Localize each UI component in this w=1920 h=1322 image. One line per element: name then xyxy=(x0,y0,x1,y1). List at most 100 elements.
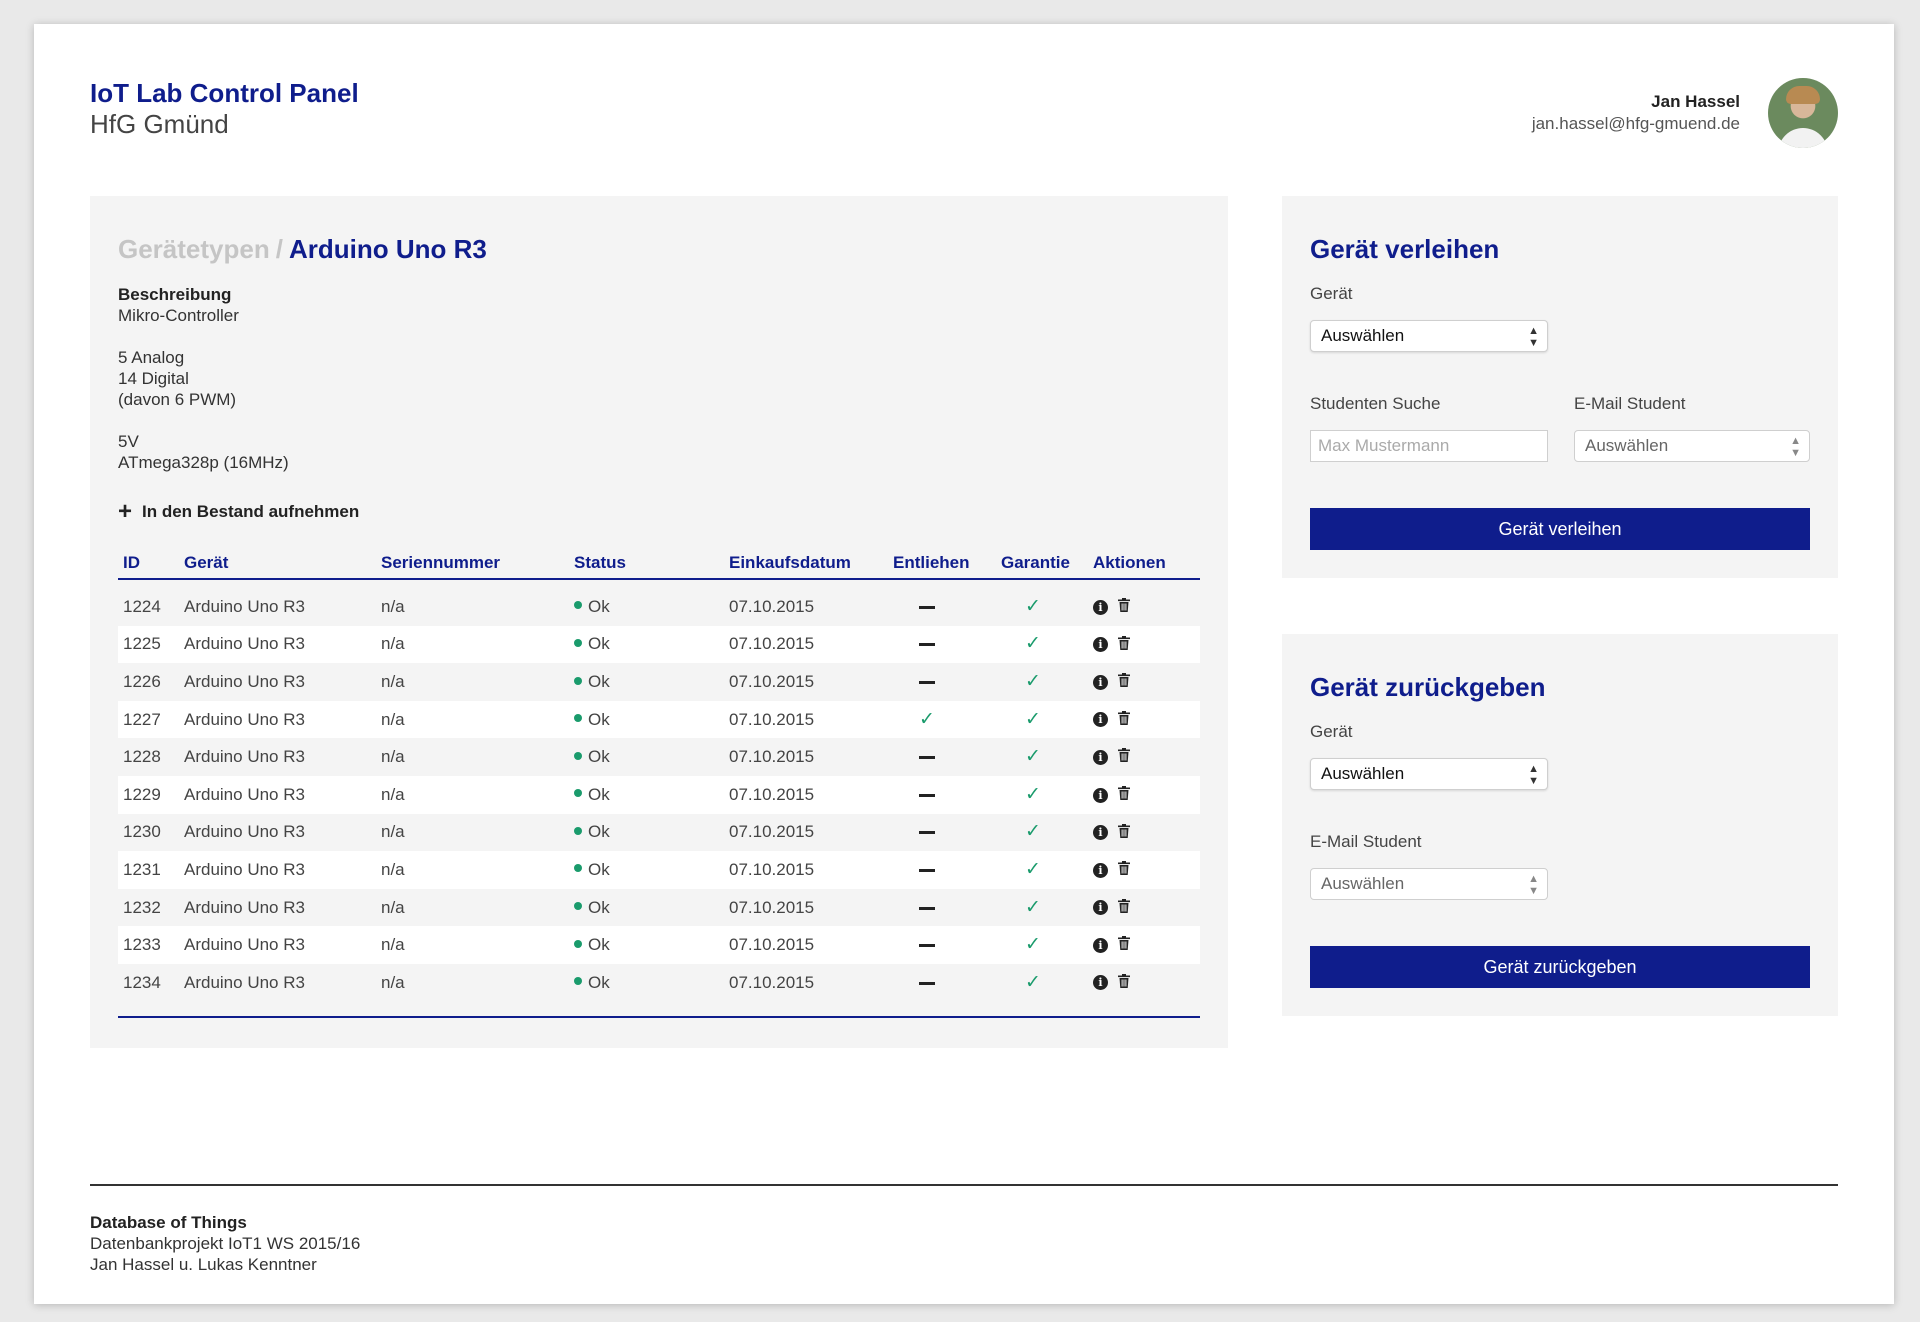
add-to-stock-button[interactable]: + In den Bestand aufnehmen xyxy=(118,500,359,524)
check-icon: ✓ xyxy=(1025,595,1041,617)
cell-serial: n/a xyxy=(381,634,405,654)
app-title[interactable]: IoT Lab Control Panel xyxy=(90,78,359,108)
trash-icon[interactable] xyxy=(1118,635,1130,655)
user-text: Jan Hassel jan.hassel@hfg-gmuend.de xyxy=(1532,91,1740,135)
column-header-device[interactable]: Gerät xyxy=(184,553,229,572)
status-label: Ok xyxy=(588,897,610,917)
return-device-button[interactable]: Gerät zurückgeben xyxy=(1310,946,1810,988)
dash-icon xyxy=(919,605,935,609)
lend-device-select[interactable]: Auswählen ▲ ▼ xyxy=(1310,320,1548,352)
info-icon[interactable]: i xyxy=(1093,712,1108,728)
info-icon[interactable]: i xyxy=(1093,937,1108,953)
column-header-warranty[interactable]: Garantie xyxy=(1001,553,1070,572)
info-icon[interactable]: i xyxy=(1093,825,1108,841)
cell-status: Ok xyxy=(574,822,729,842)
cell-lent xyxy=(893,935,1001,955)
info-icon[interactable]: i xyxy=(1093,749,1108,765)
cell-actions: i xyxy=(1093,897,1193,918)
table-row[interactable]: 1233 Arduino Uno R3 n/a Ok 07.10.2015 ✓ i xyxy=(118,926,1200,964)
breadcrumb-parent-link[interactable]: Gerätetypen xyxy=(118,234,270,264)
cell-status: Ok xyxy=(574,747,729,767)
return-device-select[interactable]: Auswählen ▲ ▼ xyxy=(1310,758,1548,790)
table-row[interactable]: 1227 Arduino Uno R3 n/a Ok 07.10.2015 ✓ ✓ i xyxy=(118,700,1200,739)
cell-id: 1232 xyxy=(123,897,161,917)
cell-id: 1228 xyxy=(123,747,161,767)
cell-lent xyxy=(893,634,1001,654)
trash-icon[interactable] xyxy=(1118,823,1130,843)
trash-icon[interactable] xyxy=(1118,898,1130,918)
cell-id: 1229 xyxy=(123,784,161,804)
table-row[interactable]: 1232 Arduino Uno R3 n/a Ok 07.10.2015 ✓ i xyxy=(118,889,1200,927)
column-header-lent[interactable]: Entliehen xyxy=(893,553,970,572)
table-row[interactable]: 1234 Arduino Uno R3 n/a Ok 07.10.2015 ✓ i xyxy=(118,964,1200,1002)
user-info[interactable]: Jan Hassel jan.hassel@hfg-gmuend.de xyxy=(1532,78,1838,148)
status-label: Ok xyxy=(588,784,610,804)
cell-device: Arduino Uno R3 xyxy=(184,972,305,992)
cell-serial: n/a xyxy=(381,596,405,616)
cell-id: 1224 xyxy=(123,596,161,616)
trash-icon[interactable] xyxy=(1118,747,1130,767)
cell-warranty: ✓ xyxy=(1001,672,1093,692)
info-icon[interactable]: i xyxy=(1093,674,1108,690)
trash-icon[interactable] xyxy=(1118,597,1130,617)
lend-email-label: E-Mail Student xyxy=(1574,394,1686,413)
lend-email-select[interactable]: Auswählen ▲ ▼ xyxy=(1574,430,1810,462)
table-row[interactable]: 1229 Arduino Uno R3 n/a Ok 07.10.2015 ✓ i xyxy=(118,775,1200,814)
trash-icon[interactable] xyxy=(1118,710,1130,730)
column-header-purchase-date[interactable]: Einkaufsdatum xyxy=(729,553,851,572)
dash-icon xyxy=(919,944,935,948)
cell-device: Arduino Uno R3 xyxy=(184,935,305,955)
description-line: ATmega328p (16MHz) xyxy=(118,453,289,472)
column-header-serial[interactable]: Seriennummer xyxy=(381,553,501,572)
cell-status: Ok xyxy=(574,710,729,730)
cell-purchase-date: 07.10.2015 xyxy=(729,596,815,616)
table-row[interactable]: 1228 Arduino Uno R3 n/a Ok 07.10.2015 ✓ i xyxy=(118,738,1200,776)
info-icon[interactable]: i xyxy=(1093,900,1108,916)
lend-device-card: Gerät verleihen Gerät Auswählen ▲ ▼ Stude… xyxy=(1282,196,1838,578)
trash-icon[interactable] xyxy=(1118,785,1130,805)
column-header-id[interactable]: ID xyxy=(123,553,140,572)
status-dot-icon xyxy=(574,939,582,948)
dash-icon xyxy=(919,868,935,872)
info-icon[interactable]: i xyxy=(1093,862,1108,878)
column-header-status[interactable]: Status xyxy=(574,553,626,572)
cell-id: 1230 xyxy=(123,822,161,842)
status-dot-icon xyxy=(574,751,582,760)
cell-serial: n/a xyxy=(381,897,405,917)
avatar-hair xyxy=(1786,86,1820,104)
device-table: ID Gerät Seriennummer Status Einkaufsdat… xyxy=(118,548,1200,1018)
cell-purchase-date: 07.10.2015 xyxy=(729,859,815,879)
info-icon[interactable]: i xyxy=(1093,599,1108,615)
cell-lent xyxy=(893,860,1001,880)
trash-icon[interactable] xyxy=(1118,935,1130,955)
return-email-select[interactable]: Auswählen ▲ ▼ xyxy=(1310,868,1548,900)
table-row[interactable]: 1231 Arduino Uno R3 n/a Ok 07.10.2015 ✓ i xyxy=(118,851,1200,889)
app-subtitle: HfG Gmünd xyxy=(90,109,229,139)
cell-lent xyxy=(893,973,1001,993)
student-search-input[interactable]: Max Mustermann xyxy=(1310,430,1548,462)
table-row[interactable]: 1225 Arduino Uno R3 n/a Ok 07.10.2015 ✓ i xyxy=(118,625,1200,664)
table-row[interactable]: 1224 Arduino Uno R3 n/a Ok 07.10.2015 ✓ i xyxy=(118,588,1200,626)
select-arrows-icon: ▲ ▼ xyxy=(1790,435,1801,459)
status-dot-icon xyxy=(574,789,582,798)
description-line: 5V xyxy=(118,432,139,451)
trash-icon[interactable] xyxy=(1118,973,1130,993)
trash-icon[interactable] xyxy=(1118,672,1130,692)
lend-device-button[interactable]: Gerät verleihen xyxy=(1310,508,1810,550)
avatar-shirt xyxy=(1778,128,1828,148)
info-icon[interactable]: i xyxy=(1093,787,1108,803)
info-icon[interactable]: i xyxy=(1093,637,1108,653)
description-title: Beschreibung xyxy=(118,285,232,304)
status-dot-icon xyxy=(574,714,582,723)
check-icon: ✓ xyxy=(1025,708,1041,730)
return-device-label: Gerät xyxy=(1310,722,1353,741)
trash-icon[interactable] xyxy=(1118,860,1130,880)
table-row[interactable]: 1230 Arduino Uno R3 n/a Ok 07.10.2015 ✓ i xyxy=(118,814,1200,852)
check-icon: ✓ xyxy=(1025,821,1041,843)
check-icon: ✓ xyxy=(1025,971,1041,993)
status-label: Ok xyxy=(588,596,610,616)
avatar[interactable] xyxy=(1768,78,1838,148)
select-arrows-icon: ▲ ▼ xyxy=(1528,325,1539,349)
info-icon[interactable]: i xyxy=(1093,975,1108,991)
table-row[interactable]: 1226 Arduino Uno R3 n/a Ok 07.10.2015 ✓ i xyxy=(118,663,1200,701)
